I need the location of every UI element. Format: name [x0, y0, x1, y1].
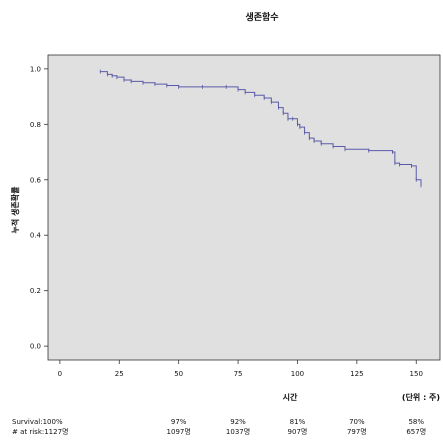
- unit-note: (단위 : 주): [402, 392, 440, 402]
- x-tick-label: 100: [291, 370, 304, 378]
- risk-at-risk-value: 657명: [406, 427, 426, 436]
- x-tick-label: 150: [410, 370, 423, 378]
- at-risk-row-label: # at risk:1127명: [12, 427, 69, 436]
- risk-at-risk-value: 797명: [347, 427, 367, 436]
- x-tick-label: 50: [174, 370, 183, 378]
- risk-survival-value: 81%: [290, 418, 306, 426]
- y-tick-label: 0.8: [30, 121, 41, 129]
- y-tick-label: 0.2: [30, 287, 41, 295]
- y-tick-label: 0.4: [30, 232, 42, 240]
- censor-marks: [99, 69, 422, 188]
- x-tick-label: 125: [350, 370, 363, 378]
- x-tick-label: 0: [58, 370, 62, 378]
- risk-at-risk-value: 1037명: [226, 427, 250, 436]
- plot-area: [47, 54, 441, 361]
- x-tick-label: 75: [234, 370, 243, 378]
- chart-title: 생존함수: [245, 11, 278, 23]
- y-tick-label: 1.0: [30, 65, 41, 73]
- risk-table: Survival:100% # at risk:1127명 97%1097명 92…: [12, 418, 426, 436]
- y-tick-label: 0.0: [30, 343, 41, 351]
- x-tick-label: 25: [115, 370, 124, 378]
- risk-survival-value: 70%: [349, 418, 365, 426]
- risk-at-risk-value: 1097명: [167, 427, 191, 436]
- y-axis-label: 누적 생존확률: [10, 186, 20, 234]
- y-tick-label: 0.6: [30, 176, 42, 184]
- risk-survival-value: 97%: [171, 418, 187, 426]
- risk-survival-value: 92%: [230, 418, 246, 426]
- risk-at-risk-value: 907명: [288, 427, 308, 436]
- x-ticks: 0 25 50 75 100 125 150: [58, 360, 423, 378]
- y-ticks: 0.0 0.2 0.4 0.6 0.8 1.0: [30, 65, 48, 351]
- risk-survival-value: 58%: [408, 418, 424, 426]
- survival-row-label: Survival:100%: [12, 418, 63, 426]
- x-axis-label: 시간: [283, 392, 298, 402]
